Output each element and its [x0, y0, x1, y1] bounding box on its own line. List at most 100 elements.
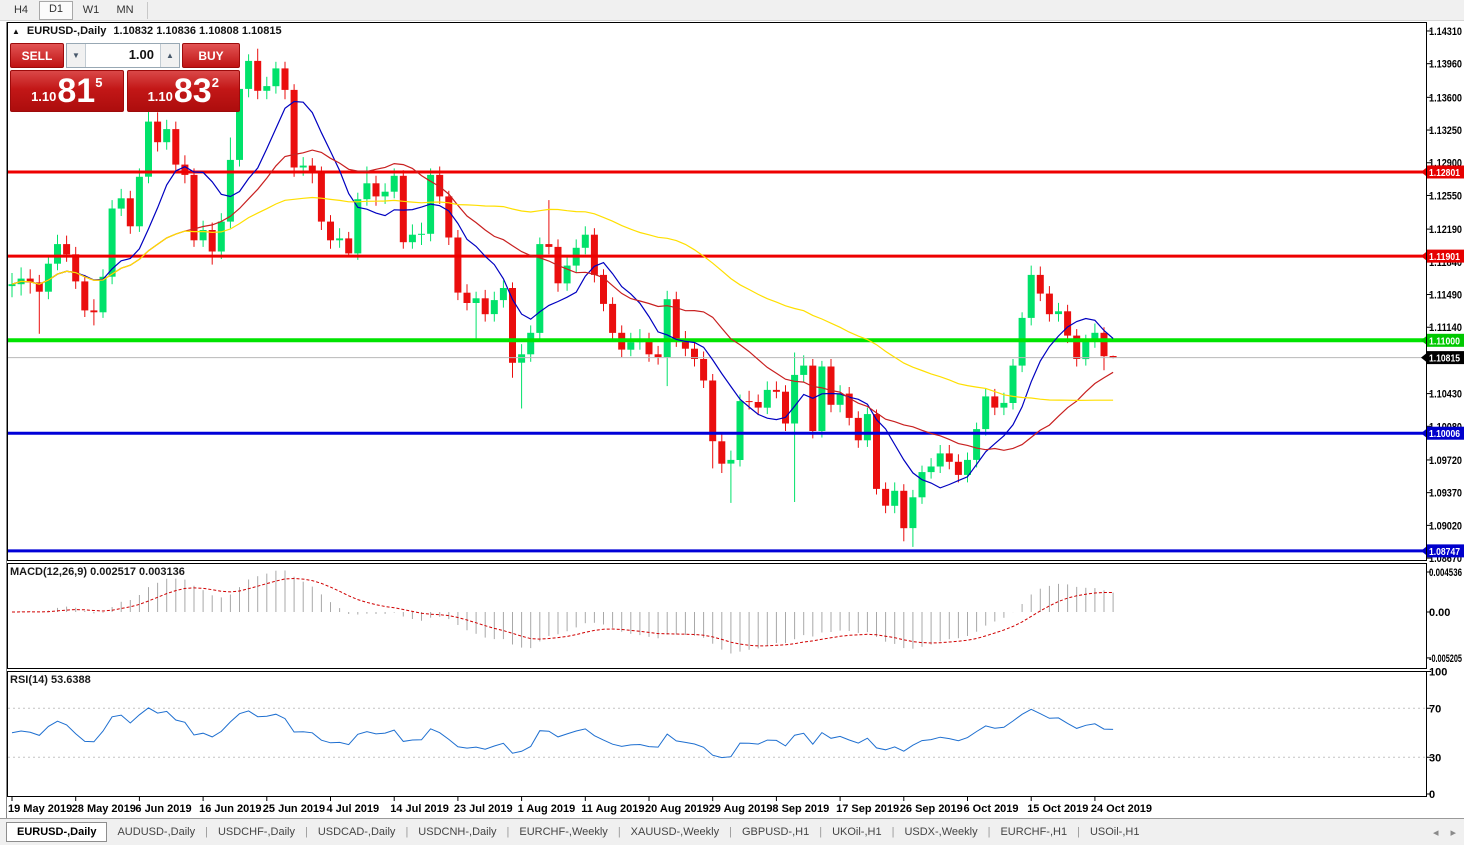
svg-text:1.11000: 1.11000	[1429, 335, 1460, 347]
candles-layer	[8, 48, 1117, 547]
tab-divider: |	[819, 826, 823, 838]
buy-price-sup: 2	[211, 75, 219, 90]
svg-text:4 Jul 2019: 4 Jul 2019	[327, 803, 380, 815]
volume-decrease-icon[interactable]: ▼	[67, 44, 86, 67]
macd-histogram	[20, 570, 1114, 654]
svg-text:23 Jul 2019: 23 Jul 2019	[454, 803, 513, 815]
timeframe-button-mn[interactable]: MN	[116, 3, 134, 16]
tab-divider: |	[405, 826, 409, 838]
svg-text:6 Oct 2019: 6 Oct 2019	[964, 803, 1019, 815]
svg-text:17 Sep 2019: 17 Sep 2019	[836, 803, 899, 815]
collapse-panel-icon[interactable]: ▲	[12, 26, 20, 36]
timeframe-toolbar: H4 D1 W1 MN	[0, 0, 1464, 21]
tab-divider: |	[1077, 826, 1080, 838]
volume-spinner: ▼ 1.00 ▲	[66, 43, 180, 68]
svg-text:1.12801: 1.12801	[1429, 167, 1460, 179]
chart-tab-eurusd-daily[interactable]: EURUSD-,Daily	[6, 821, 108, 842]
chart-tab-usdcnh-daily[interactable]: USDCNH-,Daily	[418, 826, 497, 838]
svg-text:26 Sep 2019: 26 Sep 2019	[900, 803, 963, 815]
svg-text:30: 30	[1429, 752, 1441, 764]
price-axis: 1.143101.139601.136001.132501.129001.125…	[1426, 26, 1462, 801]
svg-text:1.11901: 1.11901	[1429, 251, 1460, 263]
chart-symbol-label: EURUSD-,Daily	[26, 25, 107, 37]
tab-divider: |	[891, 826, 895, 838]
svg-text:1.10430: 1.10430	[1429, 389, 1462, 401]
chart-tab-ukoil-h1[interactable]: UKOil-,H1	[832, 826, 882, 838]
svg-text:16 Jun 2019: 16 Jun 2019	[199, 803, 261, 815]
panel-frame	[7, 671, 1427, 797]
macd-signal-line	[11, 577, 1114, 647]
tab-divider: |	[506, 826, 510, 838]
chart-tab-gbpusd-h1[interactable]: GBPUSD-,H1	[741, 826, 810, 838]
date-axis: 19 May 2019 28 May 2019 6 Jun 2019 16 Jun 2…	[8, 796, 1152, 815]
svg-text:19 May 2019: 19 May 2019	[8, 803, 72, 815]
svg-text:1.13250: 1.13250	[1429, 125, 1462, 137]
panel-frame	[7, 22, 1427, 561]
sell-price-big: 81	[57, 72, 96, 110]
price-tag-1.08747: 1.08747	[1421, 544, 1464, 558]
timeframe-button-h4[interactable]: H4	[13, 3, 29, 16]
svg-text:100: 100	[1429, 667, 1447, 679]
chart-tab-usdchf-daily[interactable]: USDCHF-,Daily	[217, 826, 295, 838]
buy-button[interactable]: BUY	[182, 43, 240, 68]
svg-text:1.09370: 1.09370	[1429, 488, 1462, 500]
svg-text:14 Jul 2019: 14 Jul 2019	[390, 803, 449, 815]
svg-text:1.11140: 1.11140	[1429, 322, 1462, 334]
svg-text:1.10815: 1.10815	[1429, 353, 1460, 365]
sell-quote-box[interactable]: 1.10 81 5	[10, 70, 124, 112]
svg-text:1.08747: 1.08747	[1429, 546, 1460, 558]
svg-text:15 Oct 2019: 15 Oct 2019	[1027, 803, 1088, 815]
timeframe-button-w1[interactable]: W1	[82, 3, 100, 16]
price-tag-1.10006: 1.10006	[1421, 426, 1464, 440]
tab-divider: |	[729, 826, 732, 838]
svg-text:1.12190: 1.12190	[1429, 224, 1462, 236]
chart-tab-audusd-daily[interactable]: AUDUSD-,Daily	[117, 826, 196, 838]
svg-text:1.14310: 1.14310	[1429, 26, 1462, 38]
chart-tab-eurchf-h1[interactable]: EURCHF-,H1	[1000, 826, 1068, 838]
tab-divider: |	[617, 826, 621, 838]
ma-fast-line	[11, 100, 1114, 489]
svg-text:1.09720: 1.09720	[1429, 455, 1462, 467]
timeframe-button-d1[interactable]: D1	[39, 0, 73, 20]
ma-mid-line	[11, 149, 1114, 451]
svg-text:1 Aug 2019: 1 Aug 2019	[518, 803, 576, 815]
chart-tab-usdx-weekly[interactable]: USDX-,Weekly	[904, 826, 978, 838]
price-tag-1.10815: 1.10815	[1421, 351, 1464, 365]
svg-text:0: 0	[1429, 789, 1435, 801]
sell-price-sup: 5	[95, 75, 103, 90]
toolbar-divider	[147, 1, 148, 19]
tab-scroll-left-icon[interactable]: ◂	[1432, 827, 1439, 839]
chart-tab-usoil-h1[interactable]: USOil-,H1	[1089, 826, 1140, 838]
sell-button[interactable]: SELL	[10, 43, 64, 68]
svg-text:20 Aug 2019: 20 Aug 2019	[645, 803, 709, 815]
svg-text:28 May 2019: 28 May 2019	[72, 803, 136, 815]
rsi-line	[11, 707, 1114, 759]
svg-text:0.004536: 0.004536	[1429, 567, 1462, 579]
chart-title: ▲ EURUSD-,Daily 1.10832 1.10836 1.10808 …	[12, 25, 282, 37]
svg-text:8 Sep 2019: 8 Sep 2019	[772, 803, 829, 815]
chart-ohlc-values: 1.10832 1.10836 1.10808 1.10815	[113, 25, 282, 37]
price-tag-1.12801: 1.12801	[1421, 165, 1464, 179]
svg-text:1.09020: 1.09020	[1429, 520, 1462, 532]
chart-tab-xauusd-weekly[interactable]: XAUUSD-,Weekly	[630, 826, 720, 838]
volume-increase-icon[interactable]: ▲	[160, 44, 179, 67]
chart-tab-usdcad-daily[interactable]: USDCAD-,Daily	[317, 826, 396, 838]
volume-input[interactable]: 1.00	[128, 47, 154, 62]
rsi-legend: RSI(14) 53.6388	[10, 674, 91, 686]
macd-legend: MACD(12,26,9) 0.002517 0.003136	[10, 566, 185, 578]
svg-text:1.11490: 1.11490	[1429, 290, 1462, 302]
svg-text:29 Aug 2019: 29 Aug 2019	[709, 803, 773, 815]
svg-text:6 Jun 2019: 6 Jun 2019	[135, 803, 191, 815]
price-tag-1.11901: 1.11901	[1421, 249, 1464, 263]
tab-scroll-right-icon[interactable]: ▸	[1450, 827, 1456, 839]
chart-tab-eurchf-weekly[interactable]: EURCHF-,Weekly	[519, 826, 608, 838]
svg-text:-0.005205: -0.005205	[1429, 653, 1462, 665]
buy-price-big: 83	[173, 72, 212, 110]
one-click-trade-panel: SELL ▼ 1.00 ▲ BUY 1.10 81 5 1.10 83 2	[10, 43, 240, 112]
ma-slow-line	[11, 196, 1114, 402]
buy-quote-box[interactable]: 1.10 83 2	[126, 70, 240, 112]
tab-divider: |	[304, 826, 308, 838]
tab-divider: |	[205, 826, 208, 838]
price-tag-1.11000: 1.11000	[1421, 333, 1464, 347]
